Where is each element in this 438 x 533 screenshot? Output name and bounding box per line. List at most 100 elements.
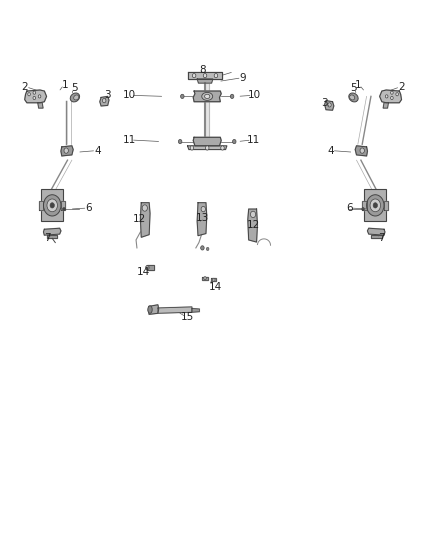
Polygon shape [355,146,367,156]
Polygon shape [205,83,209,142]
Circle shape [178,140,182,144]
Polygon shape [202,277,208,280]
Polygon shape [325,101,334,110]
Circle shape [391,96,393,100]
Polygon shape [197,79,213,83]
Polygon shape [197,203,207,236]
Polygon shape [46,235,57,238]
Circle shape [203,74,207,78]
Polygon shape [187,146,227,150]
Polygon shape [39,201,43,209]
Circle shape [63,207,65,211]
Text: 1: 1 [62,80,69,90]
Text: 6: 6 [85,203,92,213]
Polygon shape [380,90,402,103]
Circle shape [204,277,206,280]
Circle shape [214,74,218,78]
Text: 9: 9 [240,73,246,83]
Text: 4: 4 [94,146,101,156]
Text: 5: 5 [350,83,357,93]
Text: 3: 3 [104,90,111,100]
Circle shape [64,148,68,154]
Text: 14: 14 [209,282,222,292]
Polygon shape [38,103,43,108]
Circle shape [190,146,194,150]
Polygon shape [383,103,389,108]
Polygon shape [158,307,192,313]
Ellipse shape [349,93,358,102]
Text: 11: 11 [123,135,136,145]
Polygon shape [25,90,46,103]
Circle shape [142,205,148,211]
Text: 15: 15 [181,312,194,322]
Circle shape [221,146,224,150]
Polygon shape [384,201,389,209]
Bar [41,189,63,221]
Circle shape [201,206,205,212]
Circle shape [360,148,364,154]
Text: 7: 7 [378,233,385,244]
Circle shape [33,91,35,94]
Polygon shape [248,209,258,242]
Circle shape [206,247,209,251]
Circle shape [47,199,57,212]
Circle shape [33,96,35,100]
Text: 12: 12 [133,214,146,224]
Circle shape [50,203,54,208]
Circle shape [192,74,196,78]
Polygon shape [211,278,216,281]
Circle shape [367,195,384,216]
Circle shape [180,94,184,99]
Circle shape [391,91,393,94]
Circle shape [373,203,378,208]
Ellipse shape [202,92,213,100]
Text: 8: 8 [199,65,206,75]
Polygon shape [192,309,199,312]
Circle shape [102,99,106,103]
Circle shape [205,146,209,150]
Text: 3: 3 [321,98,328,108]
Text: 7: 7 [45,233,51,244]
Text: 11: 11 [247,135,260,145]
Polygon shape [147,265,154,270]
Polygon shape [100,96,109,106]
Ellipse shape [205,94,210,99]
Text: 2: 2 [398,82,405,92]
Circle shape [230,94,234,99]
Circle shape [38,95,41,98]
Circle shape [233,140,236,144]
Text: 2: 2 [21,82,28,92]
Polygon shape [367,228,385,235]
Circle shape [146,265,149,270]
Polygon shape [43,228,61,235]
Polygon shape [141,203,150,237]
Bar [364,189,386,221]
Polygon shape [362,201,367,209]
Circle shape [28,93,30,96]
Text: 10: 10 [247,90,261,100]
Text: 12: 12 [247,220,260,230]
Circle shape [328,103,331,107]
Circle shape [43,195,61,216]
Text: 1: 1 [354,80,361,90]
Polygon shape [61,146,73,156]
Circle shape [61,208,63,210]
Circle shape [385,95,388,98]
Ellipse shape [350,95,355,100]
Circle shape [362,207,364,211]
Text: 13: 13 [196,213,209,223]
Circle shape [396,93,399,96]
Text: 14: 14 [137,267,151,277]
Text: 6: 6 [346,203,353,213]
Circle shape [370,199,381,212]
Circle shape [251,211,256,217]
Text: 4: 4 [327,146,334,156]
Text: 5: 5 [71,83,78,93]
Ellipse shape [148,306,152,313]
Polygon shape [371,235,382,238]
Polygon shape [187,72,223,79]
Polygon shape [61,201,65,209]
Polygon shape [193,91,221,102]
Circle shape [201,246,204,250]
Ellipse shape [70,93,80,102]
